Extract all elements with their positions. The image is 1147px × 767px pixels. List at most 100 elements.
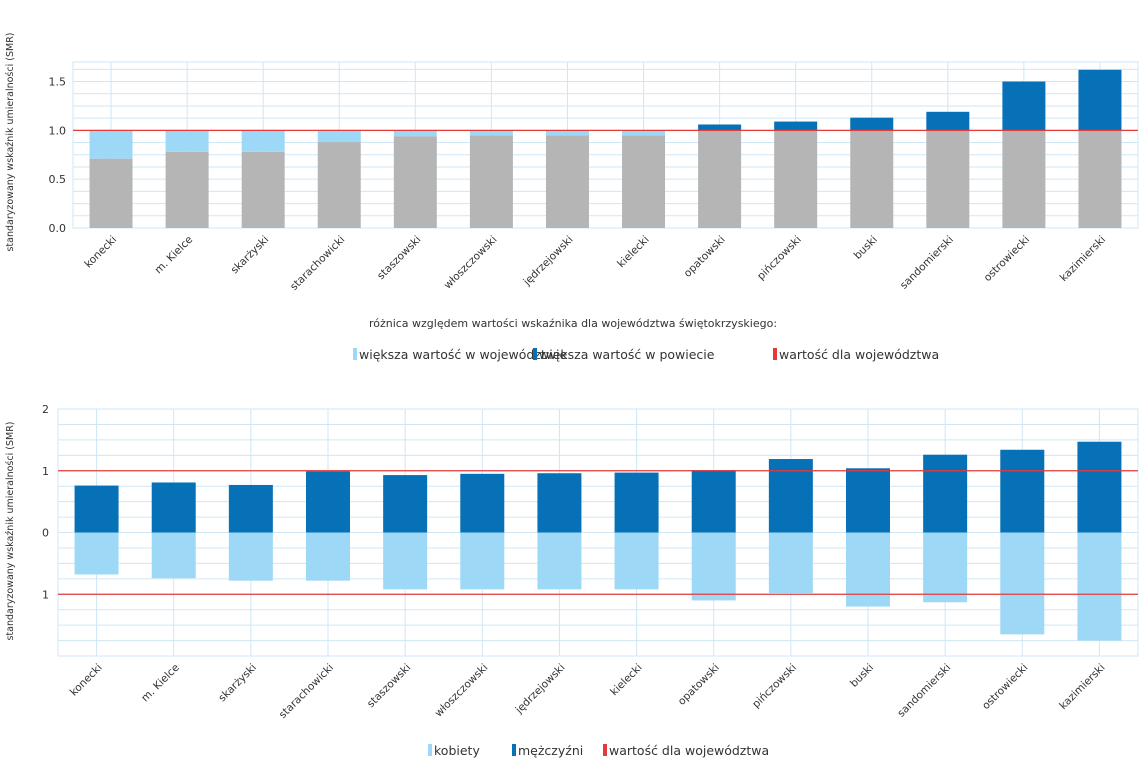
top-legend-label: większa wartość w powiecie [539, 347, 715, 362]
top-category-label: konecki [82, 234, 119, 271]
top-bar-base [241, 151, 285, 228]
top-bar-base [317, 142, 361, 228]
top-bar-base [165, 151, 209, 228]
bottom-category-label: staszowski [365, 662, 413, 710]
top-legend-swatch [773, 348, 777, 360]
bottom-bar-men [537, 473, 582, 533]
bottom-y-tick-label: 2 [42, 403, 49, 416]
top-bar-diff-voivodeship [89, 130, 133, 159]
top-category-label: włoszczowski [442, 234, 500, 292]
bottom-y-tick-label: 1 [42, 588, 49, 601]
top-legend-swatch [353, 348, 357, 360]
bottom-bar-women [383, 532, 428, 590]
top-bar-diff-county [698, 124, 742, 131]
top-bar-base [89, 158, 133, 228]
top-category-label: buski [852, 234, 880, 262]
top-y-tick-label: 1.5 [49, 76, 67, 89]
bottom-y-tick-label: 1 [42, 465, 49, 478]
bottom-y-tick-label: 0 [42, 527, 49, 540]
bottom-legend-label: kobiety [434, 743, 480, 758]
bottom-bar-women [846, 532, 890, 607]
top-bar-base [774, 130, 818, 228]
bottom-bar-women [1000, 532, 1045, 635]
top-category-label: skarżyski [229, 234, 272, 277]
bottom-bar-women [460, 532, 505, 590]
top-bar-diff-county [1002, 81, 1046, 131]
top-bar-diff-voivodeship [241, 130, 285, 152]
bottom-category-label: ostrowiecki [980, 662, 1030, 712]
top-bar-base [622, 135, 666, 228]
bottom-bar-women [537, 532, 582, 590]
top-bar-diff-voivodeship [469, 130, 513, 136]
bottom-bar-men [383, 475, 428, 533]
bottom-bar-men [151, 482, 196, 533]
bottom-category-label: jędrzejowski [513, 662, 568, 717]
bottom-legend-swatch [603, 744, 607, 756]
bottom-legend-swatch [428, 744, 432, 756]
bottom-legend-label: wartość dla województwa [609, 743, 769, 758]
top-category-label: kielecki [615, 234, 651, 270]
top-y-tick-label: 0.0 [49, 222, 67, 235]
bottom-bar-men [228, 484, 273, 533]
bottom-legend-label: mężczyźni [518, 743, 583, 758]
bottom-bar-men [846, 468, 890, 533]
top-bar-base [850, 130, 894, 228]
top-category-label: m. Kielce [153, 234, 196, 277]
bottom-category-label: pińczowski [750, 662, 799, 711]
top-category-label: kazimierski [1058, 234, 1108, 284]
bottom-category-label: kielecki [608, 662, 644, 698]
bottom-bar-women [228, 532, 273, 581]
bottom-bar-men [691, 470, 736, 533]
bottom-bar-men [306, 471, 350, 533]
bottom-category-label: skarżyski [216, 662, 259, 705]
bottom-bar-women [74, 532, 119, 575]
top-caption: różnica względem wartości wskaźnika dla … [369, 317, 777, 330]
top-category-label: jędrzejowski [521, 234, 576, 289]
top-category-label: ostrowiecki [982, 234, 1032, 284]
top-category-label: opatowski [682, 234, 728, 280]
bottom-category-label: buski [848, 662, 876, 690]
top-bar-diff-voivodeship [545, 130, 589, 136]
top-bar-base [545, 135, 589, 228]
bottom-bar-men [460, 473, 505, 533]
top-legend-label: wartość dla województwa [779, 347, 939, 362]
top-bar-diff-county [774, 121, 818, 131]
top-legend-swatch [533, 348, 537, 360]
bottom-category-label: włoszczowski [433, 662, 491, 720]
bottom-bar-women [306, 532, 350, 581]
top-category-label: sandomierski [898, 234, 956, 292]
bottom-category-label: konecki [68, 662, 105, 699]
bottom-bar-men [923, 454, 968, 533]
top-category-label: starachowicki [288, 234, 347, 293]
bottom-category-label: opatowski [676, 662, 722, 708]
top-y-tick-label: 0.5 [49, 173, 67, 186]
top-bar-diff-voivodeship [622, 130, 666, 136]
bottom-bar-women [151, 532, 196, 579]
top-bar-base [393, 136, 437, 228]
top-y-axis-label: standaryzowany wskaźnik umieralności (SM… [5, 32, 16, 251]
bottom-bar-men [1000, 449, 1045, 533]
top-category-label: pińczowski [755, 234, 804, 283]
top-bar-diff-voivodeship [165, 130, 209, 152]
top-bar-diff-voivodeship [393, 130, 437, 137]
top-bar-diff-county [926, 111, 970, 131]
bottom-bar-men [614, 472, 659, 533]
bottom-bar-women [614, 532, 659, 590]
top-legend-label: większa wartość w województwie [359, 347, 567, 362]
bottom-category-label: sandomierski [895, 662, 953, 720]
top-category-label: staszowski [375, 234, 423, 282]
bottom-category-label: starachowicki [277, 662, 336, 721]
bottom-bar-women [691, 532, 736, 601]
top-bar-diff-county [1078, 69, 1122, 131]
bottom-bar-men [1077, 441, 1122, 533]
top-bar-base [469, 135, 513, 228]
top-chart: konecki m. Kielce skarżyski starachowicki st… [5, 32, 1139, 362]
bottom-chart: konecki m. Kielce skarżyski starachowicki st… [5, 403, 1139, 758]
bottom-bar-women [768, 532, 813, 594]
top-bar-base [1078, 130, 1122, 228]
bottom-category-label: m. Kielce [139, 662, 182, 705]
bottom-y-axis-label: standaryzowany wskaźnik umieralności (SM… [5, 421, 16, 640]
bottom-bar-men [768, 459, 813, 533]
